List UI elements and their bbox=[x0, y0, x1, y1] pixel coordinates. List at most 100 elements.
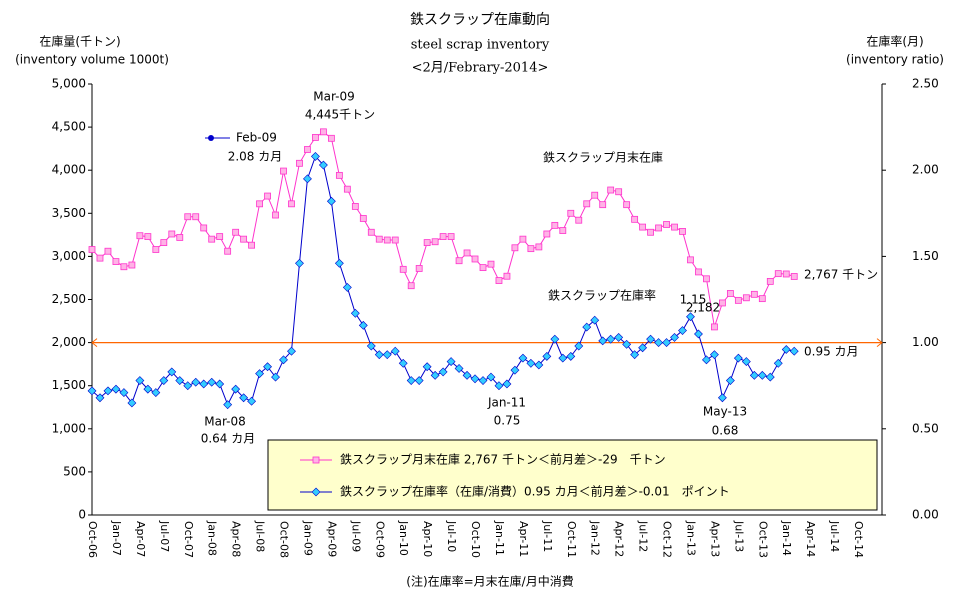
y2-axis-label: (inventory ratio) bbox=[846, 53, 944, 67]
x-tick-label: Jan-07 bbox=[110, 520, 123, 556]
data-point bbox=[104, 247, 112, 255]
data-point bbox=[790, 273, 798, 280]
data-point bbox=[534, 360, 544, 370]
data-point bbox=[694, 329, 703, 339]
data-point bbox=[550, 334, 560, 344]
y-tick-label: 500 bbox=[63, 464, 86, 478]
data-point bbox=[463, 249, 471, 257]
y-tick-label: 4,500 bbox=[52, 120, 86, 134]
data-point bbox=[703, 275, 710, 283]
data-point bbox=[615, 188, 623, 196]
data-point bbox=[781, 345, 791, 354]
data-point bbox=[175, 376, 185, 385]
data-point bbox=[127, 398, 137, 408]
data-point bbox=[192, 213, 200, 221]
data-point bbox=[542, 351, 552, 361]
data-point bbox=[208, 235, 216, 243]
x-tick-label: Oct-14 bbox=[852, 521, 865, 558]
x-tick-label: Jan-13 bbox=[684, 520, 697, 556]
data-point bbox=[623, 201, 631, 209]
annotation: Jan-11 bbox=[487, 396, 526, 410]
data-point bbox=[462, 370, 472, 380]
data-point bbox=[607, 186, 615, 194]
data-point bbox=[350, 308, 360, 318]
data-point bbox=[575, 216, 583, 224]
y2-tick-label: 2.50 bbox=[912, 77, 939, 91]
data-point bbox=[248, 241, 255, 249]
data-point bbox=[288, 200, 295, 208]
y-tick-label: 0 bbox=[78, 508, 86, 522]
x-tick-label: Apr-12 bbox=[613, 521, 626, 557]
data-point bbox=[280, 167, 287, 175]
data-point bbox=[272, 211, 279, 219]
data-point bbox=[318, 160, 328, 170]
y-tick-label: 1,500 bbox=[52, 378, 86, 392]
x-tick-label: Apr-09 bbox=[325, 521, 338, 557]
data-point bbox=[526, 358, 536, 368]
data-point bbox=[543, 230, 551, 238]
footnote: (注)在庫率=月末在庫/月中消費 bbox=[406, 574, 573, 589]
series-line bbox=[91, 155, 795, 406]
data-point bbox=[486, 372, 496, 382]
data-point bbox=[183, 381, 193, 391]
data-point bbox=[320, 128, 327, 136]
data-point bbox=[678, 326, 687, 335]
x-tick-label: Jul-12 bbox=[637, 520, 650, 552]
data-point bbox=[422, 362, 432, 372]
y2-tick-label: 1.50 bbox=[912, 249, 939, 263]
chart-subtitle: <2月/Febrary-2014> bbox=[412, 61, 549, 76]
data-point bbox=[598, 336, 608, 346]
x-tick-label: Jan-10 bbox=[397, 520, 410, 556]
data-point bbox=[494, 381, 504, 391]
data-point bbox=[750, 290, 758, 298]
x-tick-label: Jul-14 bbox=[828, 520, 841, 552]
x-tick-label: Oct-07 bbox=[182, 521, 195, 558]
y-tick-label: 3,500 bbox=[52, 206, 86, 220]
x-tick-label: Apr-13 bbox=[708, 521, 721, 557]
data-point bbox=[551, 221, 559, 229]
data-point bbox=[311, 151, 320, 161]
x-tick-label: Jan-12 bbox=[589, 520, 602, 556]
data-point bbox=[111, 384, 121, 394]
data-point bbox=[519, 235, 527, 243]
annotation: 0.75 bbox=[494, 414, 521, 428]
data-point bbox=[398, 358, 408, 368]
data-point bbox=[487, 260, 495, 268]
data-point bbox=[216, 233, 224, 240]
data-point bbox=[478, 376, 488, 385]
x-tick-label: Jan-09 bbox=[301, 520, 314, 556]
data-point bbox=[655, 224, 662, 232]
callout-dot bbox=[208, 135, 214, 141]
data-point bbox=[717, 393, 727, 403]
data-point bbox=[160, 239, 168, 247]
y2-tick-label: 1.00 bbox=[912, 335, 939, 349]
data-point bbox=[439, 233, 447, 240]
x-tick-label: Apr-08 bbox=[230, 521, 243, 557]
x-tick-label: Jul-11 bbox=[541, 520, 554, 552]
annotation: Mar-08 bbox=[204, 415, 245, 429]
data-point bbox=[143, 384, 153, 394]
annotation: Feb-09 bbox=[236, 131, 277, 145]
annotation: 2,767 千トン bbox=[804, 268, 878, 282]
y-tick-label: 3,000 bbox=[52, 249, 86, 263]
data-point bbox=[406, 376, 416, 385]
data-point bbox=[663, 221, 670, 228]
data-point bbox=[343, 185, 351, 193]
x-tick-label: Oct-13 bbox=[756, 521, 769, 558]
data-point bbox=[167, 367, 177, 377]
data-point bbox=[247, 396, 257, 406]
data-point bbox=[399, 265, 407, 273]
data-point bbox=[725, 376, 735, 385]
data-point bbox=[782, 270, 790, 278]
data-point bbox=[647, 228, 654, 236]
data-point bbox=[326, 196, 336, 206]
annotation: 4,445千トン bbox=[305, 108, 375, 122]
y2-tick-label: 0.00 bbox=[912, 508, 939, 522]
data-point bbox=[503, 272, 511, 280]
data-point bbox=[264, 192, 271, 200]
data-point bbox=[639, 223, 647, 231]
data-point bbox=[431, 238, 439, 246]
data-point bbox=[774, 270, 782, 278]
y-tick-label: 4,000 bbox=[52, 163, 86, 177]
data-point bbox=[390, 346, 400, 356]
